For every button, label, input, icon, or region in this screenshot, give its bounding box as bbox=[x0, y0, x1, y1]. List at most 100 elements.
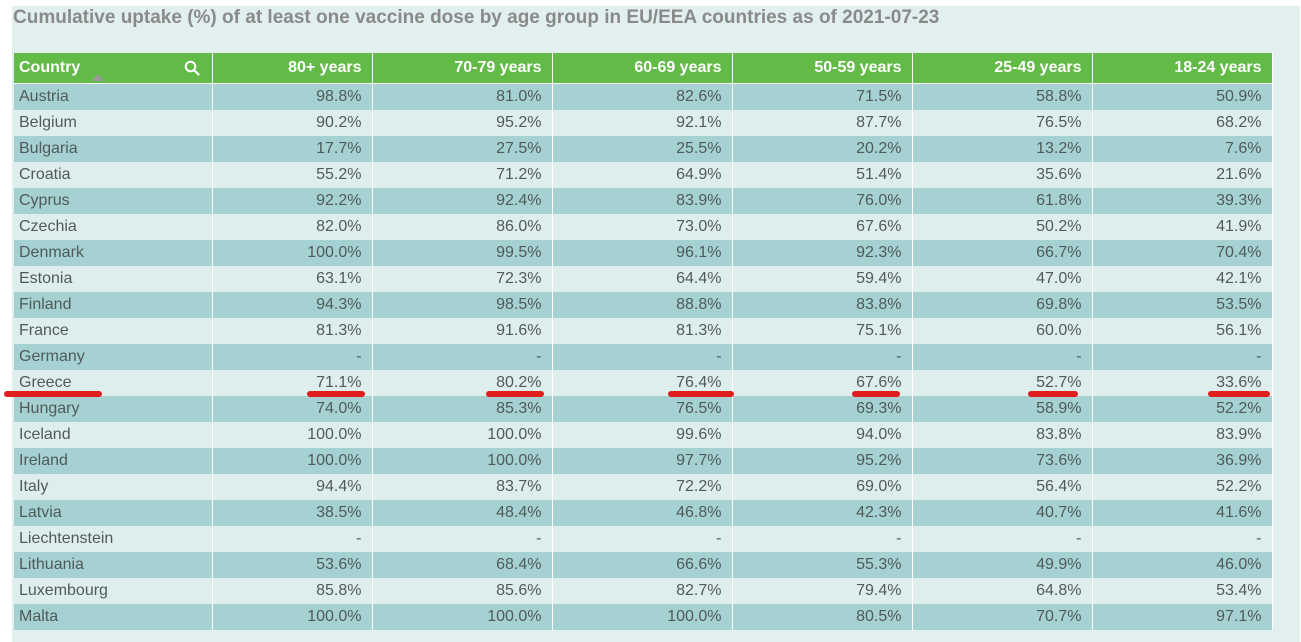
sort-ascending-icon[interactable] bbox=[92, 74, 104, 81]
uptake-cell-70-79: 95.2% bbox=[372, 110, 553, 136]
uptake-cell-18-24: 33.6% bbox=[1092, 370, 1273, 396]
country-cell: Luxembourg bbox=[14, 578, 213, 604]
column-header-70-79[interactable]: 70-79 years bbox=[372, 53, 553, 84]
search-icon[interactable] bbox=[184, 60, 200, 76]
uptake-cell-60-69: 73.0% bbox=[552, 214, 733, 240]
table-row: France 81.3% 91.6% 81.3% 75.1% 60.0% 56.1% bbox=[14, 318, 1273, 344]
uptake-cell-25-49: 61.8% bbox=[912, 188, 1093, 214]
uptake-cell-18-24: 97.1% bbox=[1092, 604, 1273, 630]
uptake-cell-80plus: 100.0% bbox=[212, 422, 373, 448]
column-header-label: Country bbox=[19, 59, 81, 76]
uptake-cell-25-49: 40.7% bbox=[912, 500, 1093, 526]
uptake-cell-50-59: 75.1% bbox=[732, 318, 913, 344]
table-row: Luxembourg 85.8% 85.6% 82.7% 79.4% 64.8% 53.4% bbox=[14, 578, 1273, 604]
table-row: Malta 100.0% 100.0% 100.0% 80.5% 70.7% 97.1% bbox=[14, 604, 1273, 630]
uptake-cell-60-69: 97.7% bbox=[552, 448, 733, 474]
uptake-cell-60-69: 25.5% bbox=[552, 136, 733, 162]
uptake-cell-80plus: 81.3% bbox=[212, 318, 373, 344]
country-cell: Latvia bbox=[14, 500, 213, 526]
uptake-cell-18-24: 7.6% bbox=[1092, 136, 1273, 162]
highlight-mark-60-69 bbox=[668, 391, 734, 397]
uptake-cell-25-49: 35.6% bbox=[912, 162, 1093, 188]
uptake-cell-25-49: 69.8% bbox=[912, 292, 1093, 318]
uptake-cell-25-49: - bbox=[912, 344, 1093, 370]
uptake-cell-70-79: 85.3% bbox=[372, 396, 553, 422]
uptake-cell-25-49: 60.0% bbox=[912, 318, 1093, 344]
table-title: Cumulative uptake (%) of at least one va… bbox=[13, 7, 940, 28]
uptake-cell-25-49: 58.9% bbox=[912, 396, 1093, 422]
column-header-80plus[interactable]: 80+ years bbox=[212, 53, 373, 84]
uptake-cell-60-69: 72.2% bbox=[552, 474, 733, 500]
highlight-mark-25-49 bbox=[1028, 391, 1078, 397]
uptake-cell-80plus: 38.5% bbox=[212, 500, 373, 526]
country-cell: Belgium bbox=[14, 110, 213, 136]
uptake-cell-18-24: - bbox=[1092, 526, 1273, 552]
uptake-cell-50-59: 80.5% bbox=[732, 604, 913, 630]
uptake-cell-70-79: - bbox=[372, 526, 553, 552]
uptake-cell-80plus: 100.0% bbox=[212, 604, 373, 630]
uptake-cell-25-49: 56.4% bbox=[912, 474, 1093, 500]
uptake-cell-18-24: 68.2% bbox=[1092, 110, 1273, 136]
country-cell: Italy bbox=[14, 474, 213, 500]
uptake-cell-80plus: 94.3% bbox=[212, 292, 373, 318]
uptake-cell-80plus: 74.0% bbox=[212, 396, 373, 422]
table-row: Croatia 55.2% 71.2% 64.9% 51.4% 35.6% 21.6% bbox=[14, 162, 1273, 188]
table-row: Bulgaria 17.7% 27.5% 25.5% 20.2% 13.2% 7.6% bbox=[14, 136, 1273, 162]
uptake-cell-18-24: 41.6% bbox=[1092, 500, 1273, 526]
uptake-cell-60-69: 64.4% bbox=[552, 266, 733, 292]
uptake-cell-25-49: 83.8% bbox=[912, 422, 1093, 448]
uptake-cell-80plus: 71.1% bbox=[212, 370, 373, 396]
country-cell: Estonia bbox=[14, 266, 213, 292]
uptake-cell-50-59: - bbox=[732, 344, 913, 370]
table-row: Liechtenstein - - - - - - bbox=[14, 526, 1273, 552]
uptake-cell-18-24: 36.9% bbox=[1092, 448, 1273, 474]
uptake-cell-18-24: 56.1% bbox=[1092, 318, 1273, 344]
uptake-cell-18-24: 46.0% bbox=[1092, 552, 1273, 578]
uptake-cell-60-69: 99.6% bbox=[552, 422, 733, 448]
highlight-mark-18-24 bbox=[1208, 391, 1270, 397]
country-cell: Hungary bbox=[14, 396, 213, 422]
table-row: Greece 71.1% 80.2% 76.4% 67.6% 52.7% 33.6% bbox=[14, 370, 1273, 396]
uptake-cell-70-79: 91.6% bbox=[372, 318, 553, 344]
uptake-cell-60-69: 83.9% bbox=[552, 188, 733, 214]
country-cell: Austria bbox=[14, 83, 213, 110]
table-row: Cyprus 92.2% 92.4% 83.9% 76.0% 61.8% 39.3% bbox=[14, 188, 1273, 214]
uptake-cell-25-49: 64.8% bbox=[912, 578, 1093, 604]
column-header-25-49[interactable]: 25-49 years bbox=[912, 53, 1093, 84]
uptake-cell-50-59: 87.7% bbox=[732, 110, 913, 136]
uptake-cell-70-79: 98.5% bbox=[372, 292, 553, 318]
uptake-cell-50-59: 69.3% bbox=[732, 396, 913, 422]
uptake-cell-60-69: 64.9% bbox=[552, 162, 733, 188]
uptake-cell-50-59: 71.5% bbox=[732, 83, 913, 110]
uptake-cell-18-24: 70.4% bbox=[1092, 240, 1273, 266]
uptake-cell-50-59: 94.0% bbox=[732, 422, 913, 448]
column-header-60-69[interactable]: 60-69 years bbox=[552, 53, 733, 84]
country-cell: Malta bbox=[14, 604, 213, 630]
column-header-50-59[interactable]: 50-59 years bbox=[732, 53, 913, 84]
uptake-cell-80plus: 94.4% bbox=[212, 474, 373, 500]
highlight-mark-80plus bbox=[307, 391, 365, 397]
uptake-cell-25-49: 73.6% bbox=[912, 448, 1093, 474]
uptake-cell-70-79: 100.0% bbox=[372, 604, 553, 630]
uptake-cell-50-59: 51.4% bbox=[732, 162, 913, 188]
country-cell: Lithuania bbox=[14, 552, 213, 578]
country-cell: Liechtenstein bbox=[14, 526, 213, 552]
uptake-cell-18-24: 42.1% bbox=[1092, 266, 1273, 292]
uptake-cell-80plus: 82.0% bbox=[212, 214, 373, 240]
uptake-cell-50-59: 20.2% bbox=[732, 136, 913, 162]
uptake-cell-50-59: 83.8% bbox=[732, 292, 913, 318]
uptake-cell-25-49: 58.8% bbox=[912, 83, 1093, 110]
uptake-cell-18-24: 52.2% bbox=[1092, 474, 1273, 500]
column-header-country[interactable]: Country bbox=[14, 53, 213, 84]
highlight-mark-country bbox=[4, 391, 102, 397]
table-row: Ireland 100.0% 100.0% 97.7% 95.2% 73.6% 36.9% bbox=[14, 448, 1273, 474]
uptake-cell-70-79: 48.4% bbox=[372, 500, 553, 526]
column-header-18-24[interactable]: 18-24 years bbox=[1092, 53, 1273, 84]
uptake-cell-60-69: 82.6% bbox=[552, 83, 733, 110]
uptake-cell-80plus: 55.2% bbox=[212, 162, 373, 188]
uptake-cell-70-79: 100.0% bbox=[372, 448, 553, 474]
uptake-cell-50-59: 55.3% bbox=[732, 552, 913, 578]
table-row: Lithuania 53.6% 68.4% 66.6% 55.3% 49.9% 46.0% bbox=[14, 552, 1273, 578]
highlight-mark-50-59 bbox=[852, 391, 900, 397]
uptake-cell-50-59: 42.3% bbox=[732, 500, 913, 526]
